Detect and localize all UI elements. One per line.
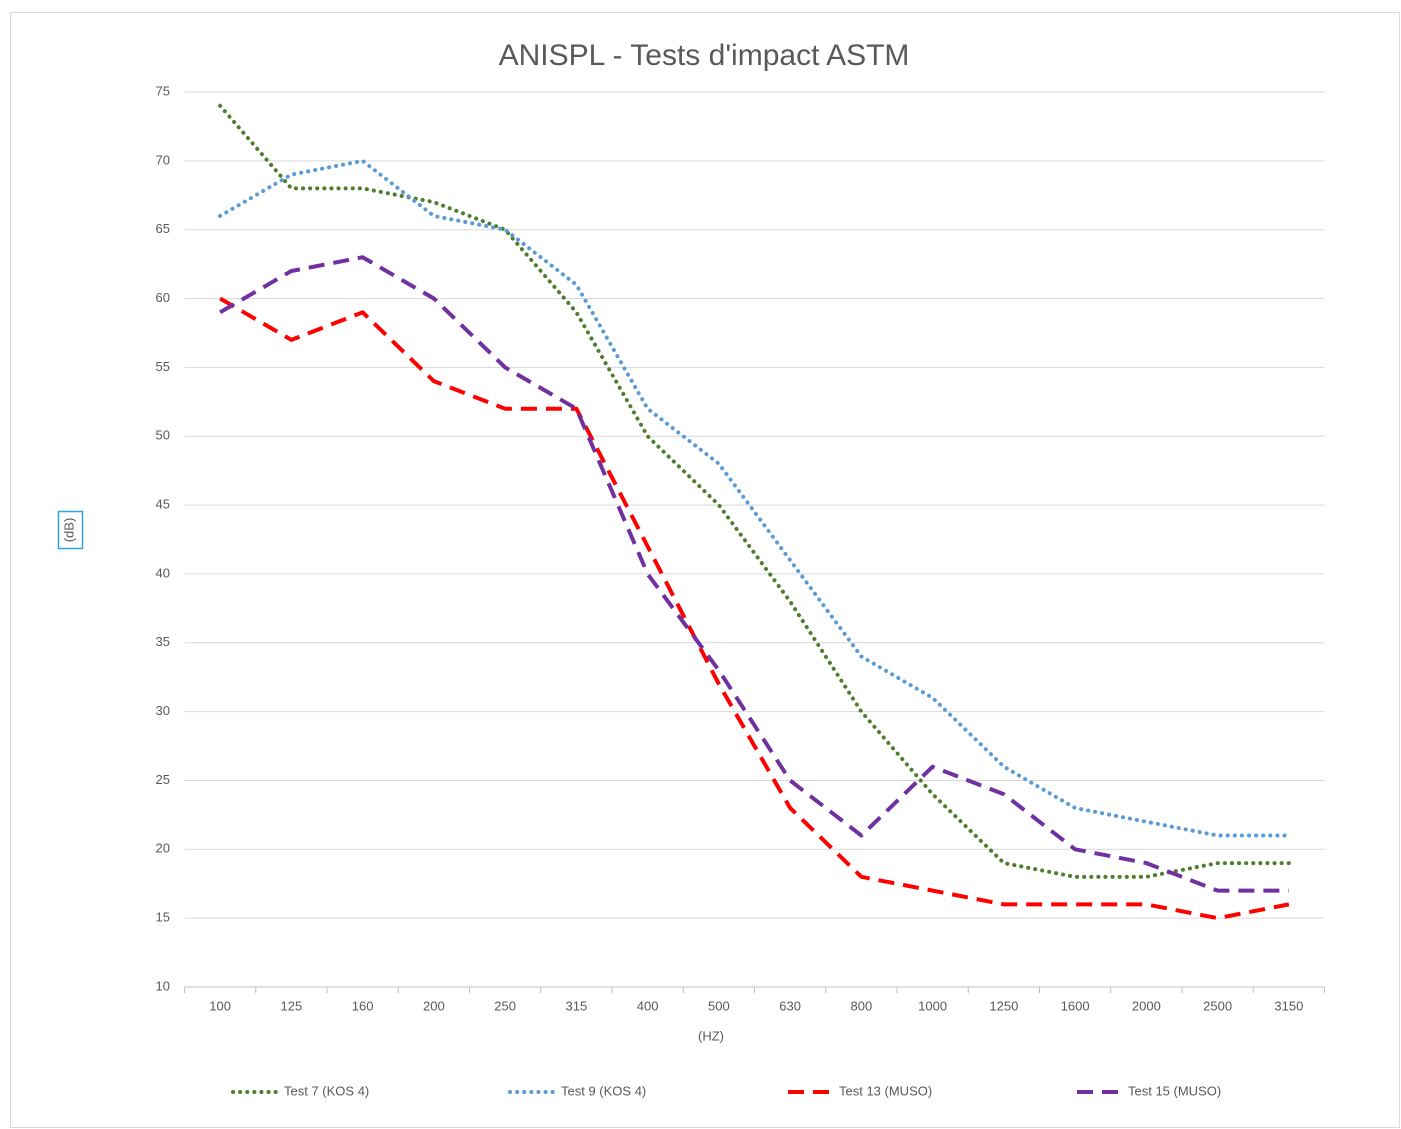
y-tick-label: 30 bbox=[156, 703, 170, 718]
y-tick-label: 10 bbox=[156, 978, 170, 993]
y-tick-label: 35 bbox=[156, 634, 170, 649]
x-tick-label: 1600 bbox=[1061, 998, 1090, 1013]
x-tick-label: 125 bbox=[281, 998, 303, 1013]
y-tick-label: 70 bbox=[156, 152, 170, 167]
x-tick-label: 100 bbox=[209, 998, 231, 1013]
x-tick-label: 800 bbox=[851, 998, 873, 1013]
chart-frame bbox=[10, 12, 1400, 1128]
series-line bbox=[219, 296, 1290, 921]
legend-label: Test 15 (MUSO) bbox=[1128, 1083, 1221, 1098]
x-tick-label: 1000 bbox=[918, 998, 947, 1013]
y-tick-label: 65 bbox=[156, 221, 170, 236]
x-tick-label: 200 bbox=[423, 998, 445, 1013]
y-tick-label: 15 bbox=[156, 910, 170, 925]
y-tick-label: 25 bbox=[156, 772, 170, 787]
x-tick-label: 2000 bbox=[1132, 998, 1161, 1013]
y-tick-label: 20 bbox=[156, 841, 170, 856]
legend-label: Test 9 (KOS 4) bbox=[561, 1083, 646, 1098]
x-tick-label: 630 bbox=[779, 998, 801, 1013]
x-tick-label: 400 bbox=[637, 998, 659, 1013]
legend-label: Test 13 (MUSO) bbox=[839, 1083, 932, 1098]
x-tick-label: 160 bbox=[352, 998, 374, 1013]
x-tick-label: 2500 bbox=[1203, 998, 1232, 1013]
x-tick-label: 1250 bbox=[989, 998, 1018, 1013]
y-tick-label: 75 bbox=[156, 83, 170, 98]
y-label-box bbox=[57, 510, 84, 550]
legend-label: Test 7 (KOS 4) bbox=[284, 1083, 369, 1098]
y-axis-label: (dB) bbox=[61, 518, 76, 543]
y-tick-label: 40 bbox=[156, 565, 170, 580]
series-line bbox=[218, 103, 1291, 879]
y-tick-label: 45 bbox=[156, 497, 170, 512]
x-tick-label: 500 bbox=[708, 998, 730, 1013]
y-tick-label: 55 bbox=[156, 359, 170, 374]
x-tick-label: 3150 bbox=[1274, 998, 1303, 1013]
series-line bbox=[218, 158, 1291, 838]
chart-title: ANISPL - Tests d'impact ASTM bbox=[499, 39, 910, 72]
series-line bbox=[219, 255, 1289, 893]
x-axis-label: (HZ) bbox=[698, 1028, 724, 1043]
x-tick-label: 250 bbox=[494, 998, 516, 1013]
y-tick-label: 50 bbox=[156, 428, 170, 443]
y-tick-label: 60 bbox=[156, 290, 170, 305]
x-tick-label: 315 bbox=[566, 998, 588, 1013]
